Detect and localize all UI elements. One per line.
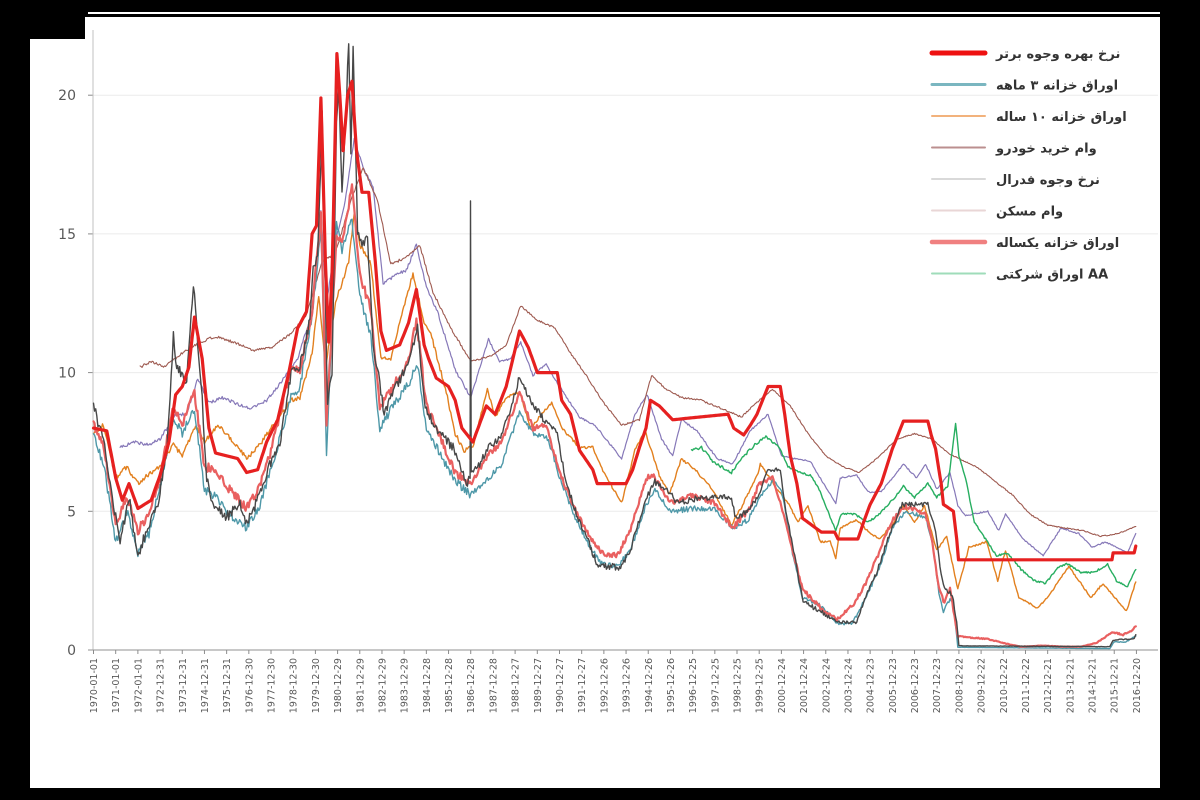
x-tick-label: 2014-12-21 xyxy=(1088,658,1099,713)
legend-label: اوراق شرکتی AA xyxy=(996,268,1108,283)
x-tick-label: 2012-12-21 xyxy=(1043,658,1054,713)
x-tick-label: 2016-12-20 xyxy=(1132,658,1143,713)
x-tick-label: 1998-12-25 xyxy=(733,658,744,713)
legend-item-mortgage-line: وام مسکن xyxy=(931,205,1063,220)
legend-item-fed-funds-line: نرخ وجوه فدرال xyxy=(931,173,1100,188)
legend-label: وام خرید خودرو xyxy=(995,142,1097,157)
x-tick-label: 1979-12-30 xyxy=(311,658,322,713)
x-tick-label: 2010-12-22 xyxy=(999,658,1010,713)
x-tick-label: 1973-12-31 xyxy=(178,658,189,713)
legend-item-prime-rate-line: نرخ بهره وجوه برتر xyxy=(929,47,1120,62)
x-tick-label: 2004-12-23 xyxy=(866,658,877,713)
x-tick-label: 1988-12-27 xyxy=(511,658,522,713)
x-tick-label: 1972-01-01 xyxy=(133,658,144,713)
legend-item-treasury-10y-line: اوراق خزانه ۱۰ ساله xyxy=(931,110,1127,125)
x-tick-label: 2013-12-21 xyxy=(1065,658,1076,713)
legend-item-treasury-3m-line: اوراق خزانه ۳ ماهه xyxy=(930,79,1118,94)
y-tick-label: 0 xyxy=(67,643,76,659)
legend-label: اوراق خزانه یکساله xyxy=(996,236,1119,251)
y-tick-label: 5 xyxy=(67,504,76,520)
x-tick-label: 1990-12-27 xyxy=(555,658,566,713)
x-tick-label: 2009-12-22 xyxy=(977,658,988,713)
x-tick-label: 1971-01-01 xyxy=(111,658,122,713)
x-tick-label: 1996-12-25 xyxy=(688,658,699,713)
x-tick-label: 2011-12-22 xyxy=(1021,658,1032,713)
x-tick-label: 1975-12-31 xyxy=(222,658,233,713)
y-tick-label: 20 xyxy=(58,88,76,104)
prime-rate-line xyxy=(91,52,1138,562)
x-tick-label: 2000-12-24 xyxy=(777,658,788,713)
x-tick-label: 2001-12-24 xyxy=(799,658,810,713)
x-tick-label: 1985-12-28 xyxy=(444,658,455,713)
x-tick-label: 2015-12-21 xyxy=(1110,658,1121,713)
x-tick-label: 1986-12-28 xyxy=(466,658,477,713)
x-tick-label: 2006-12-23 xyxy=(910,658,921,713)
x-tick-label: 1994-12-26 xyxy=(644,658,655,713)
x-tick-label: 1995-12-26 xyxy=(666,658,677,713)
y-tick-label: 15 xyxy=(58,227,76,243)
x-tick-label: 2003-12-24 xyxy=(843,658,854,713)
x-tick-label: 1983-12-29 xyxy=(400,658,411,713)
legend-label: اوراق خزانه ۱۰ ساله xyxy=(996,110,1127,125)
x-tick-label: 2005-12-23 xyxy=(888,658,899,713)
legend-item-auto-loan-line: وام خرید خودرو xyxy=(931,142,1097,157)
corporate-aa-line xyxy=(690,422,1137,588)
treasury-1y-line xyxy=(92,183,1137,648)
rates-chart-svg: 0 5 10 15 20 1970-01-01 1971-01-01 1972-01-01 19… xyxy=(58,30,1158,713)
legend-label: نرخ وجوه فدرال xyxy=(996,173,1100,188)
x-tick-label: 1970-01-01 xyxy=(89,658,100,713)
x-tick-label: 1992-12-26 xyxy=(599,658,610,713)
treasury-10y-line xyxy=(92,213,1137,612)
x-tick-label: 1980-12-29 xyxy=(333,658,344,713)
x-tick-label: 1982-12-29 xyxy=(377,658,388,713)
chart-canvas: 0 5 10 15 20 1970-01-01 1971-01-01 1972-01-01 19… xyxy=(30,17,1160,788)
auto-loan-line xyxy=(139,167,1137,538)
x-tick-label: 2008-12-22 xyxy=(954,658,965,713)
legend-label: وام مسکن xyxy=(996,205,1063,220)
x-tick-label: 1981-12-29 xyxy=(355,658,366,713)
x-tick-label: 1999-12-25 xyxy=(755,658,766,713)
treasury-3m-line xyxy=(92,218,1137,650)
x-tick-label: 1989-12-27 xyxy=(533,658,544,713)
x-tick-label: 1972-12-31 xyxy=(156,658,167,713)
x-tick-label: 1978-12-30 xyxy=(289,658,300,713)
legend-label: نرخ بهره وجوه برتر xyxy=(995,47,1120,62)
x-tick-label: 2002-12-24 xyxy=(821,658,832,713)
fed-funds-line xyxy=(92,43,1137,648)
legend-label: اوراق خزانه ۳ ماهه xyxy=(996,79,1118,94)
x-tick-label: 1991-12-27 xyxy=(577,658,588,713)
x-tick-label: 1976-12-30 xyxy=(244,658,255,713)
x-tick-label: 2007-12-23 xyxy=(932,658,943,713)
x-tick-label: 1977-12-30 xyxy=(267,658,278,713)
legend-item-treasury-1y-line: اوراق خزانه یکساله xyxy=(929,236,1119,251)
frame-pinstripe xyxy=(88,12,1160,14)
x-tick-label: 1974-12-31 xyxy=(200,658,211,713)
corner-notch xyxy=(30,17,85,39)
x-tick-label: 1987-12-28 xyxy=(488,658,499,713)
x-tick-label: 1984-12-28 xyxy=(422,658,433,713)
legend-item-corporate-aa-line: اوراق شرکتی AA xyxy=(931,268,1108,283)
legend: نرخ بهره وجوه برتر اوراق خزانه ۳ ماهه اورا… xyxy=(929,47,1127,283)
y-tick-label: 10 xyxy=(58,366,76,382)
x-tick-label: 1993-12-26 xyxy=(622,658,633,713)
x-tick-label: 1997-12-25 xyxy=(710,658,721,713)
